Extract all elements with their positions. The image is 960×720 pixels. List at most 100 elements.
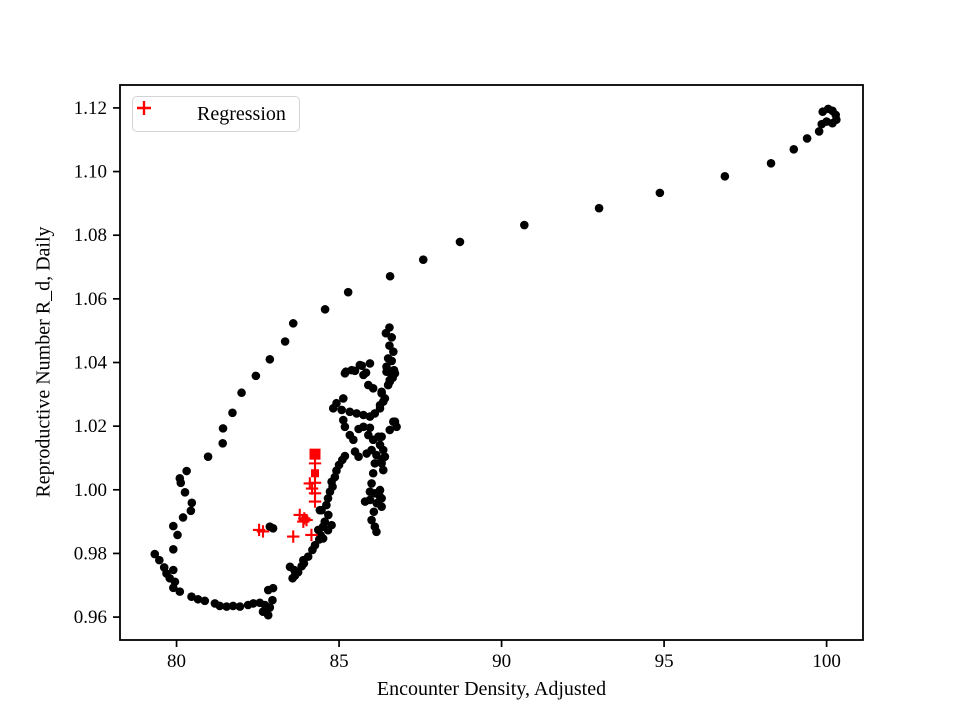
y-tick-label: 0.96 [74,607,107,628]
y-tick-label: 1.00 [74,480,107,501]
data-point [455,237,465,247]
data-point [182,466,191,476]
data-point [215,601,225,611]
x-tick-label: 95 [655,651,674,672]
data-point [187,498,197,508]
data-point [313,525,323,535]
regression-square-point [311,469,320,478]
data-point [340,422,350,432]
regression-square-point [301,515,309,523]
data-point [377,502,386,511]
data-point [387,333,397,342]
data-point [368,383,378,393]
data-point [385,271,395,281]
data-point [263,610,273,620]
data-point [322,500,331,510]
regression-point [287,530,300,543]
x-tick-label: 80 [167,651,186,672]
x-tick-label: 90 [492,651,511,672]
data-point [343,287,353,297]
data-point [169,545,178,554]
data-point [341,367,351,377]
data-point [323,494,333,503]
data-point [175,587,185,596]
data-point [375,485,385,495]
data-point [268,595,277,605]
data-point [378,465,388,475]
regression-plus-icon [137,101,171,125]
data-point [268,583,278,593]
data-point [802,134,812,143]
data-point [187,592,196,602]
data-point [377,389,386,398]
y-tick-label: 1.02 [74,416,107,437]
regression-point [256,525,270,538]
data-point [328,404,338,413]
data-point [337,405,346,415]
data-point [345,407,355,417]
y-axis-label: Reproductive Number R_d, Daily [32,226,55,498]
data-point [361,368,371,377]
data-point [354,452,363,461]
regression-point [305,528,318,542]
data-point [285,562,295,572]
data-point [303,552,313,561]
x-tick-label: 100 [812,651,841,672]
regression-square-point [309,448,321,460]
data-point [222,602,231,611]
y-tick-label: 0.98 [74,543,107,564]
y-tick-label: 1.04 [74,353,108,374]
data-point [155,555,164,565]
data-point [372,527,381,537]
data-point [265,603,275,612]
data-point [324,510,333,520]
data-point [359,410,368,420]
data-point [288,319,298,328]
data-point [789,144,799,154]
data-point [350,366,360,376]
data-point [367,515,376,525]
data-point [318,534,328,543]
x-tick-label: 85 [330,651,349,672]
y-tick-label: 1.12 [74,98,107,119]
data-point [377,432,386,441]
y-tick-label: 1.06 [74,289,107,310]
data-point [766,158,776,168]
data-point [360,497,370,506]
data-point [377,459,386,468]
data-point [368,468,378,478]
data-point [228,408,237,418]
data-point [150,549,160,559]
data-point [251,371,261,381]
data-point [178,513,188,522]
data-point [359,422,368,432]
data-point [320,517,330,526]
data-point [383,380,393,390]
data-point [378,397,388,406]
data-point [265,355,275,364]
legend-label: Regression [197,102,286,125]
data-point [200,596,210,606]
plot-frame [119,84,864,641]
data-point [720,172,730,181]
data-point [375,404,385,413]
data-point [365,423,375,433]
data-point [169,583,178,593]
data-point [338,394,348,403]
data-point [382,367,391,377]
data-point [365,359,375,368]
data-point [818,107,827,117]
data-point [387,356,397,366]
data-point [340,451,350,461]
data-point [390,417,400,426]
data-point [186,506,196,516]
data-point [338,415,348,425]
data-point [169,565,178,575]
data-point [817,119,827,129]
data-point [169,521,178,531]
data-point [349,435,358,445]
data-point [389,347,398,356]
data-point [378,445,388,455]
